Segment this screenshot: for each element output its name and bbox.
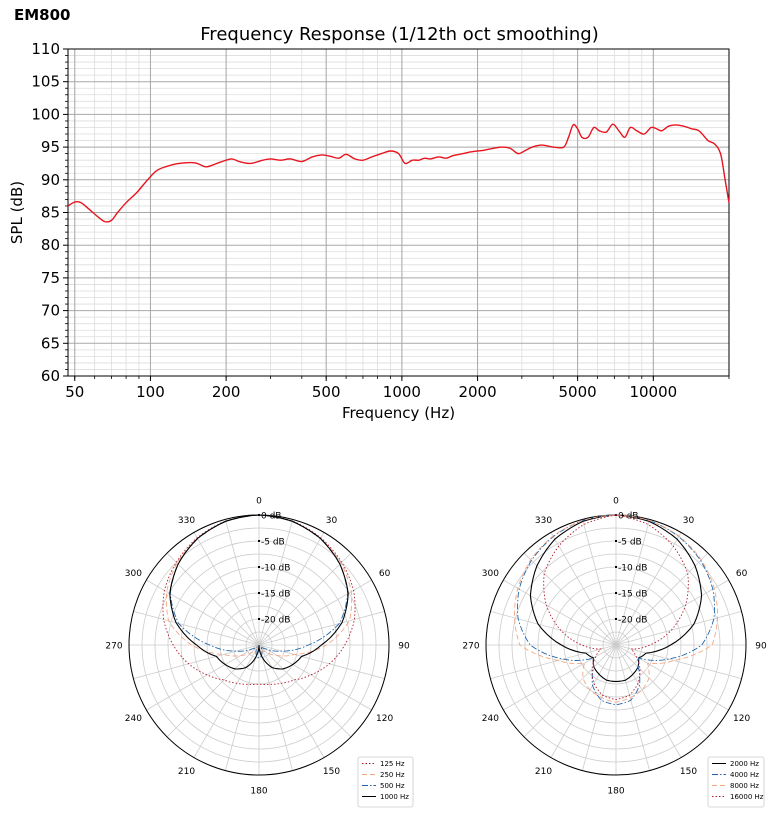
y-tick-label: 85 [41,204,60,222]
legend-box [357,756,414,808]
chart-title: Frequency Response (1/12th oct smoothing… [200,24,598,45]
polar-ring [576,605,656,685]
angle-label: 210 [178,767,195,777]
angle-label: 240 [482,714,499,724]
angle-label: 30 [683,516,695,526]
angle-label: 30 [326,516,338,526]
page-title: EM800 [14,6,71,24]
x-tick-label: 100 [136,383,165,401]
polar-ring [602,631,630,659]
angle-label: 120 [733,714,750,724]
frequency-response-chart: 60 65 70 75 80 85 90 95 100 105 110 50 100 200 500 1000… [8,24,730,422]
legend-label: 250 Hz [380,771,405,779]
angle-label: 60 [736,569,748,579]
x-tick-label: 10000 [629,383,677,401]
x-tick-label: 5000 [559,383,597,401]
polar-series-line [517,514,715,706]
legend-label: 1000 Hz [380,793,409,801]
polar-series-line [514,514,718,703]
angle-label: 150 [680,767,697,777]
polar-ring [498,527,734,763]
y-tick-label: 110 [31,40,60,58]
radial-label: -5 dB [261,538,285,548]
legend-label: 4000 Hz [730,771,759,779]
legend-label: 125 Hz [380,760,405,768]
polar-ring [167,553,351,737]
polar-series-line [529,514,703,682]
y-tick-label: 90 [41,171,60,189]
series-line [67,123,730,223]
angle-label: 270 [462,642,479,652]
angle-label: 90 [755,642,767,652]
angle-label: 330 [178,516,195,526]
x-axis-label: Frequency (Hz) [342,404,455,422]
radial-label: -20 dB [618,616,647,626]
legend-label: 16000 Hz [730,793,764,801]
x-tick-label: 200 [212,383,241,401]
y-tick-label: 65 [41,334,60,352]
angle-label: 300 [125,569,142,579]
polar-series-line [543,514,689,701]
y-tick-label: 75 [41,269,60,287]
radial-label: -10 dB [618,564,647,574]
x-tick-label: 1000 [383,383,421,401]
y-tick-label: 60 [41,367,60,385]
radial-label: -15 dB [618,590,647,600]
polar-legend: 125 Hz 250 Hz 500 Hz 1000 Hz [357,756,414,808]
polar-ring [524,553,708,737]
angle-label: 210 [535,767,552,777]
y-tick-label: 105 [31,73,60,91]
angle-label: 150 [323,767,340,777]
polar-ring [219,605,299,685]
angle-label: 270 [105,642,122,652]
x-tick-label: 2000 [458,383,496,401]
angle-label: 330 [535,516,552,526]
x-tick-label: 50 [65,383,84,401]
angle-label: 180 [607,787,624,797]
y-tick-label: 80 [41,236,60,254]
legend-label: 2000 Hz [730,760,759,768]
polar-ring [193,579,325,711]
angle-label: 180 [250,787,267,797]
angle-label: 240 [125,714,142,724]
polar-legend: 2000 Hz 4000 Hz 8000 Hz 16000 Hz [707,756,765,808]
angle-label: 300 [482,569,499,579]
legend-box [707,756,765,808]
radial-label: -15 dB [261,590,290,600]
y-tick-label: 70 [41,302,60,320]
x-tick-label: 500 [312,383,341,401]
legend-label: 8000 Hz [730,782,759,790]
angle-label: 0 [613,497,619,507]
y-axis-label: SPL (dB) [8,181,26,244]
polar-ring [550,579,682,711]
plot-frame [67,48,730,377]
polar-ring [141,527,377,763]
y-tick-label: 100 [31,105,60,123]
y-tick-label: 95 [41,138,60,156]
polar-ring [245,631,273,659]
angle-label: 120 [376,714,393,724]
radial-label: -20 dB [261,616,290,626]
radial-label: -5 dB [618,538,642,548]
angle-label: 60 [379,569,391,579]
angle-label: 0 [256,497,262,507]
angle-label: 90 [398,642,410,652]
polar-series-line [169,514,349,670]
legend-label: 500 Hz [380,782,405,790]
polar-series-line [162,514,356,685]
radial-label: -10 dB [261,564,290,574]
